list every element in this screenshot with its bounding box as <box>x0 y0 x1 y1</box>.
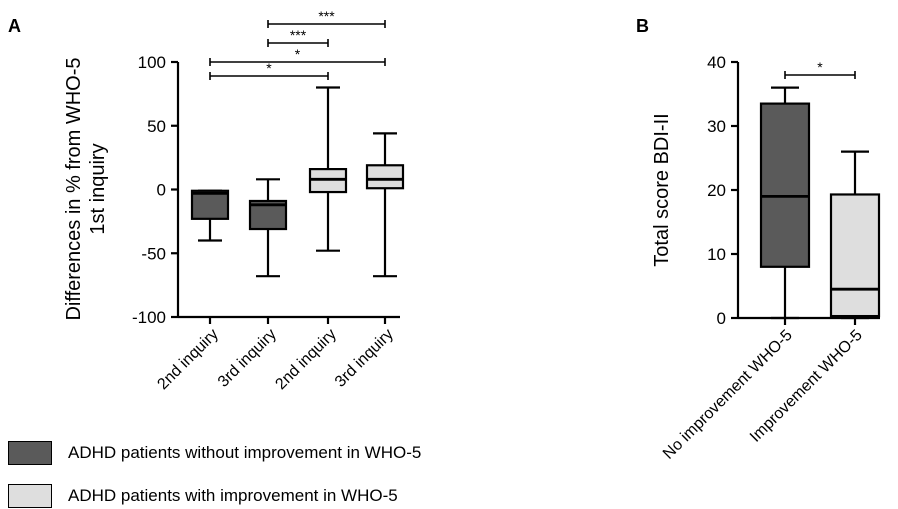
legend-label: ADHD patients with improvement in WHO-5 <box>68 486 398 505</box>
x-tick-label: 2nd inquiry <box>272 326 339 393</box>
y-tick-label: 50 <box>147 117 166 136</box>
panel-label-b: B <box>636 16 649 36</box>
panel-label-a: A <box>8 16 21 36</box>
y-tick-label: 0 <box>717 309 726 328</box>
x-tick-label: No improvement WHO-5 <box>660 327 796 463</box>
significance-label: *** <box>318 8 335 24</box>
y-tick-label: 40 <box>707 53 726 72</box>
y-tick-label: -100 <box>132 308 166 327</box>
y-tick-label: 100 <box>138 53 166 72</box>
y-tick-label: 30 <box>707 117 726 136</box>
significance-label: *** <box>290 27 307 43</box>
legend-item-without-improvement: ADHD patients without improvement in WHO… <box>8 440 421 466</box>
box <box>759 102 811 268</box>
y-axis-title: Total score BDI-II <box>651 113 673 266</box>
y-axis-title: Differences in % from WHO-5 <box>63 57 85 320</box>
significance-label: * <box>817 59 823 75</box>
legend-item-with-improvement: ADHD patients with improvement in WHO-5 <box>8 483 398 509</box>
y-axis-title-line2: 1st inquiry <box>87 143 109 234</box>
box <box>829 193 881 318</box>
box <box>190 189 230 220</box>
legend-swatch-dark <box>8 441 52 465</box>
y-tick-label: 10 <box>707 245 726 264</box>
y-tick-label: 0 <box>157 181 166 200</box>
x-tick-label: 2nd inquiry <box>154 326 221 393</box>
legend-swatch-light <box>8 484 52 508</box>
significance-label: * <box>266 60 272 76</box>
legend-label: ADHD patients without improvement in WHO… <box>68 443 422 462</box>
y-tick-label: 20 <box>707 181 726 200</box>
x-tick-label: 3rd inquiry <box>215 326 280 391</box>
y-tick-label: -50 <box>141 244 166 263</box>
significance-label: * <box>295 46 301 62</box>
box <box>365 164 405 190</box>
x-tick-label: 3rd inquiry <box>332 326 397 391</box>
